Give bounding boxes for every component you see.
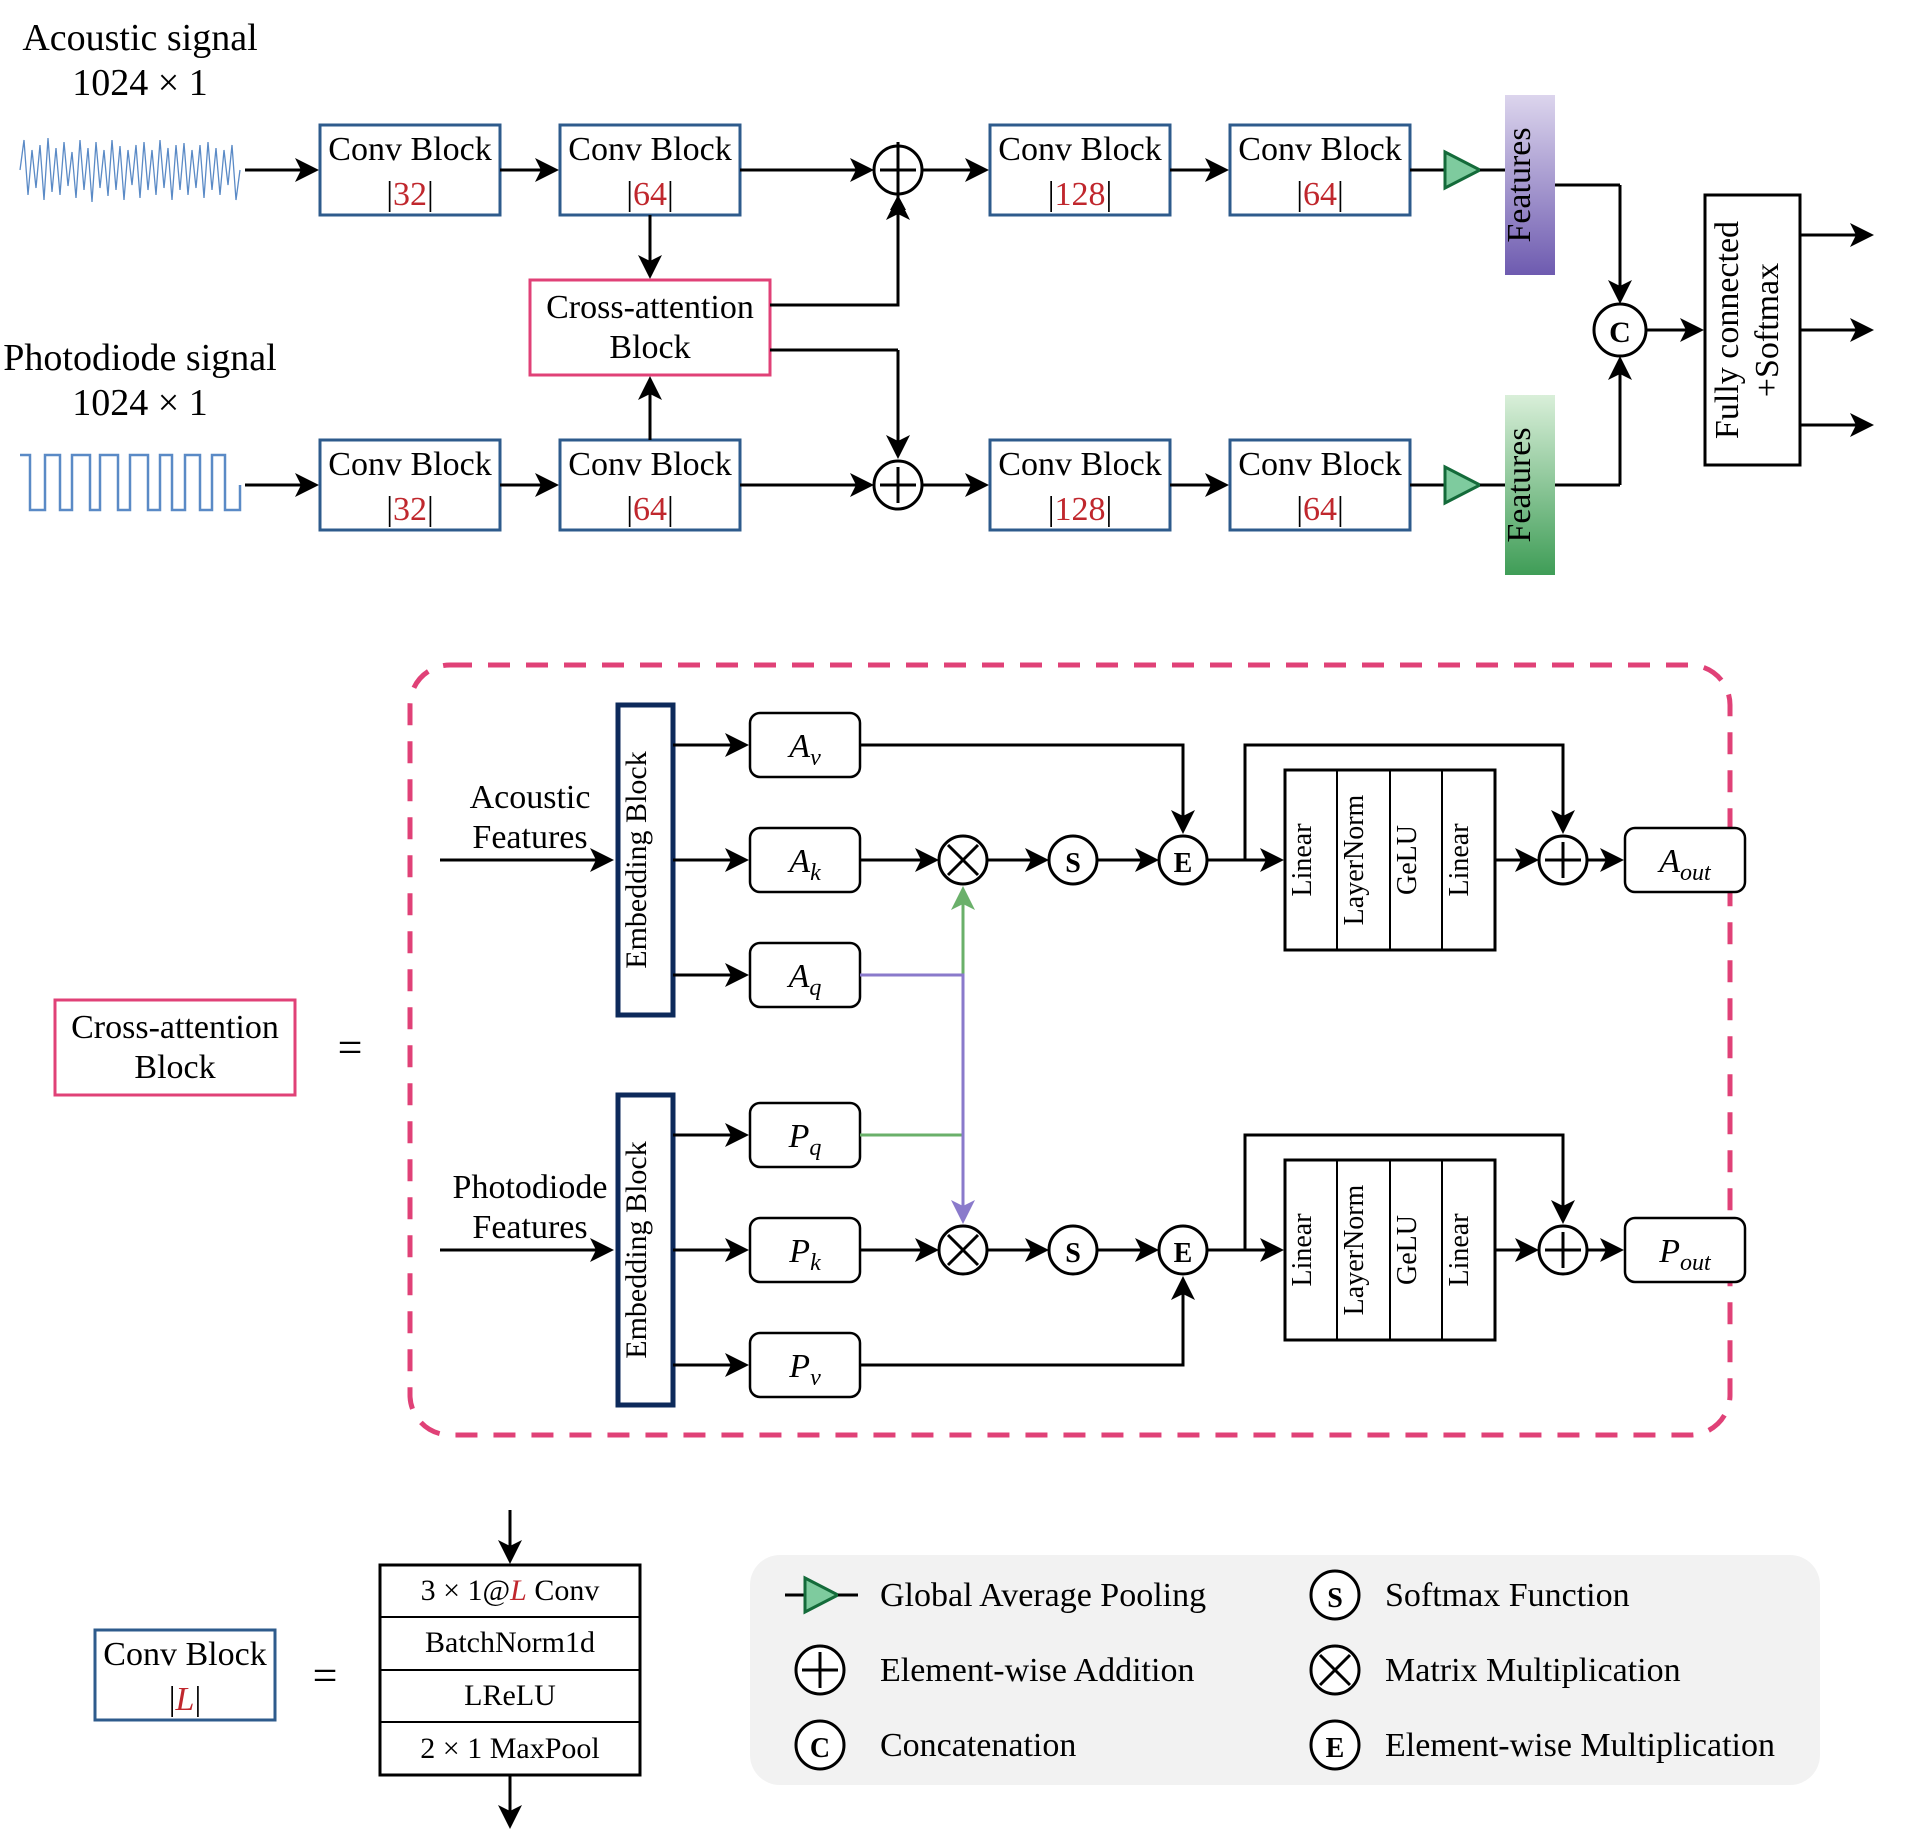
- svg-text:|64|: |64|: [626, 491, 674, 528]
- svg-text:+Softmax: +Softmax: [1749, 263, 1786, 397]
- svg-text:Cross-attention: Cross-attention: [71, 1009, 279, 1046]
- svg-text:Concatenation: Concatenation: [880, 1727, 1076, 1764]
- svg-text:Block: Block: [609, 329, 690, 366]
- acoustic-waveform: [20, 138, 240, 202]
- gap-icon-top: [1445, 152, 1480, 188]
- svg-text:Element-wise Addition: Element-wise Addition: [880, 1652, 1194, 1689]
- svg-text:Embedding Block: Embedding Block: [620, 751, 653, 968]
- svg-text:Photodiode: Photodiode: [453, 1169, 608, 1206]
- svg-text:LReLU: LReLU: [464, 1679, 556, 1712]
- svg-text:Features: Features: [1501, 427, 1538, 542]
- svg-text:Acoustic: Acoustic: [470, 779, 591, 816]
- svg-text:LayerNorm: LayerNorm: [1339, 794, 1370, 925]
- svg-text:Element-wise Multiplication: Element-wise Multiplication: [1385, 1727, 1775, 1764]
- conv-block-expanded: 3 × 1@L Conv BatchNorm1d LReLU 2 × 1 Max…: [380, 1510, 640, 1825]
- svg-text:Cross-attention: Cross-attention: [546, 289, 754, 326]
- svg-text:Conv Block: Conv Block: [568, 446, 731, 483]
- photodiode-conv-row: Conv Block |32| Conv Block |64| Conv Blo…: [245, 395, 1555, 575]
- svg-text:E: E: [1174, 848, 1193, 879]
- svg-text:C: C: [810, 1733, 830, 1764]
- legend: Global Average Pooling S Softmax Functio…: [750, 1555, 1820, 1785]
- svg-text:Conv Block: Conv Block: [1238, 131, 1401, 168]
- cross-attention-detail: Cross-attention Block = Acoustic Feature…: [55, 665, 1745, 1435]
- svg-text:S: S: [1065, 1238, 1081, 1269]
- svg-text:LayerNorm: LayerNorm: [1339, 1184, 1370, 1315]
- svg-text:|64|: |64|: [1296, 176, 1344, 213]
- mlp-photo: Linear LayerNorm GeLU Linear Pout: [1245, 1135, 1745, 1340]
- svg-text:S: S: [1327, 1583, 1343, 1614]
- svg-text:|32|: |32|: [386, 491, 434, 528]
- svg-text:2 × 1 MaxPool: 2 × 1 MaxPool: [420, 1732, 599, 1765]
- legend-concat: C Concatenation: [796, 1721, 1076, 1769]
- svg-text:Conv Block: Conv Block: [103, 1636, 266, 1673]
- acoustic-conv-row: Conv Block |32| Conv Block |64| Conv Blo…: [245, 95, 1555, 275]
- svg-text:Block: Block: [134, 1049, 215, 1086]
- svg-text:3 × 1@L Conv: 3 × 1@L Conv: [421, 1574, 600, 1607]
- svg-text:=: =: [313, 1651, 338, 1700]
- svg-text:Conv Block: Conv Block: [1238, 446, 1401, 483]
- svg-text:Conv Block: Conv Block: [328, 446, 491, 483]
- svg-text:GeLU: GeLU: [1392, 1215, 1423, 1285]
- matmul-photo: S E: [860, 975, 1280, 1365]
- svg-text:Features: Features: [1501, 127, 1538, 242]
- svg-text:Features: Features: [472, 1209, 587, 1246]
- svg-text:Softmax Function: Softmax Function: [1385, 1577, 1630, 1614]
- svg-text:Linear: Linear: [1287, 1213, 1318, 1287]
- svg-text:Conv Block: Conv Block: [998, 446, 1161, 483]
- svg-text:Global Average Pooling: Global Average Pooling: [880, 1577, 1206, 1614]
- P-boxes: Pq Pk Pv: [673, 1103, 860, 1397]
- svg-text:S: S: [1065, 848, 1081, 879]
- svg-text:Conv Block: Conv Block: [568, 131, 731, 168]
- svg-text:GeLU: GeLU: [1392, 825, 1423, 895]
- svg-text:|128|: |128|: [1048, 176, 1113, 213]
- svg-text:|L|: |L|: [169, 1681, 202, 1718]
- acoustic-dim: 1024 × 1: [72, 62, 207, 104]
- svg-text:Conv Block: Conv Block: [328, 131, 491, 168]
- gap-icon-bot: [1445, 467, 1480, 503]
- svg-text:Features: Features: [472, 819, 587, 856]
- svg-text:Linear: Linear: [1287, 823, 1318, 897]
- top-architecture: Acoustic signal 1024 × 1 Photodiode sign…: [3, 17, 1870, 575]
- bottom-section: Conv Block |L| = 3 × 1@L Conv BatchNorm1…: [95, 1510, 1820, 1825]
- svg-text:|128|: |128|: [1048, 491, 1113, 528]
- matmul-acoustic: S E: [860, 745, 1280, 1135]
- svg-text:E: E: [1174, 1238, 1193, 1269]
- ca-dashed-box: [410, 665, 1730, 1435]
- svg-text:Linear: Linear: [1444, 823, 1475, 897]
- A-boxes: Av Ak Aq: [673, 713, 860, 1007]
- svg-text:BatchNorm1d: BatchNorm1d: [425, 1626, 595, 1659]
- acoustic-signal-label: Acoustic signal: [22, 17, 257, 59]
- svg-text:|32|: |32|: [386, 176, 434, 213]
- photodiode-waveform: [20, 455, 240, 510]
- svg-text:Embedding Block: Embedding Block: [620, 1141, 653, 1358]
- concat-fc: C Fully connected +Softmax: [1555, 185, 1870, 485]
- svg-text:Linear: Linear: [1444, 1213, 1475, 1287]
- mlp-acoustic: Linear LayerNorm GeLU Linear Aout: [1245, 745, 1745, 950]
- svg-text:Matrix Multiplication: Matrix Multiplication: [1385, 1652, 1681, 1689]
- photodiode-signal-label: Photodiode signal: [3, 337, 276, 379]
- svg-text:E: E: [1326, 1733, 1345, 1764]
- svg-text:Conv Block: Conv Block: [998, 131, 1161, 168]
- svg-text:Fully connected: Fully connected: [1709, 221, 1746, 439]
- svg-text:C: C: [1609, 316, 1631, 349]
- svg-text:|64|: |64|: [626, 176, 674, 213]
- svg-text:|64|: |64|: [1296, 491, 1344, 528]
- photodiode-dim: 1024 × 1: [72, 382, 207, 424]
- equals-sign: =: [338, 1023, 363, 1072]
